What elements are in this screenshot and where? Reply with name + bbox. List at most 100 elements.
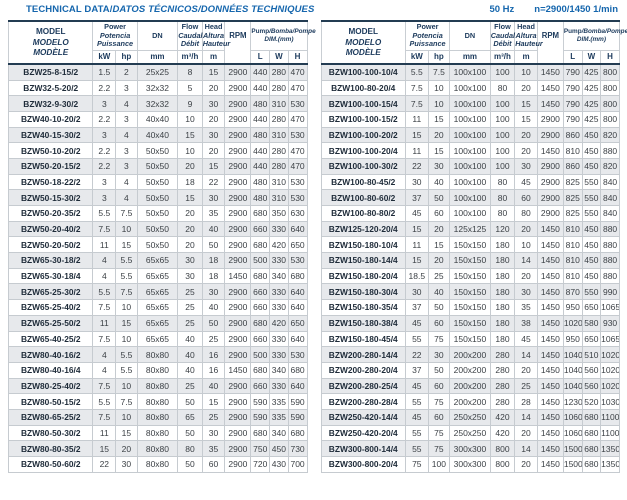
data-cell: 300x300 (449, 440, 491, 458)
data-cell: 430 (269, 456, 289, 473)
data-cell: 450 (581, 142, 602, 159)
data-cell: 40 (201, 299, 226, 316)
data-cell: 35 (201, 205, 226, 222)
data-cell: 20 (427, 252, 451, 269)
data-cell: 11 (92, 424, 117, 442)
data-cell: 1020 (600, 346, 620, 363)
model-cell: BZW65-25-30/2 (7, 283, 94, 301)
data-cell: 37 (404, 299, 429, 316)
data-cell: 800 (489, 456, 516, 473)
table-row: BZW80-80-35/2 15 20 80x80 80 35 2900 750 450 730 (7, 440, 308, 458)
data-cell: 10 (514, 236, 538, 254)
data-cell: 1020 (600, 377, 620, 395)
data-cell: 2900 (224, 283, 252, 301)
data-cell: 80 (489, 205, 516, 222)
data-cell: 25 (177, 283, 203, 301)
data-cell: 650 (287, 236, 308, 254)
model-cell: BZW80-40-16/2 (7, 346, 94, 363)
data-cell: 1450 (224, 267, 252, 285)
data-cell: 15 (177, 126, 203, 144)
data-cell: 280 (269, 157, 289, 175)
data-cell: 1100 (600, 408, 620, 426)
data-cell: 790 (562, 110, 583, 128)
data-cell: 60 (201, 456, 226, 473)
data-cell: 790 (562, 79, 583, 97)
unit-dim-l: L (250, 50, 271, 65)
data-cell: 50 (177, 456, 203, 473)
data-cell: 470 (287, 157, 308, 175)
data-cell: 16 (201, 361, 226, 379)
model-cell: BZW125-120-20/4 (320, 220, 406, 238)
model-cell: BZW200-280-20/4 (320, 361, 406, 379)
data-cell: 7.5 (115, 283, 138, 301)
data-cell: 5.5 (115, 361, 138, 379)
data-cell: 640 (287, 377, 308, 395)
unit-dim-h: H (600, 50, 620, 65)
unit-dim-w: W (581, 50, 602, 65)
data-cell: 800 (600, 63, 620, 81)
data-cell: 15 (201, 157, 226, 175)
data-cell: 480 (250, 173, 271, 191)
data-cell: 15 (404, 126, 429, 144)
power-label-fr: Puissance (409, 39, 446, 49)
data-cell: 4 (115, 95, 138, 112)
table-row: BZW100-100-20/4 11 15 100x100 100 20 1450 810 45… (320, 142, 620, 159)
data-cell: 50 (201, 236, 226, 254)
table-row: BZW250-420-14/4 45 60 250x250 420 14 1450 1060 6… (320, 408, 620, 426)
table-row: BZW100-100-20/2 15 20 100x100 100 20 2900 860 45… (320, 126, 620, 144)
data-cell: 280 (269, 142, 289, 159)
data-cell: 1450 (536, 63, 564, 81)
data-cell: 530 (287, 95, 308, 112)
data-cell: 15 (115, 424, 138, 442)
col-flow: Flow Caudal Débit (177, 21, 203, 51)
data-cell: 790 (562, 95, 583, 112)
data-cell: 425 (581, 110, 602, 128)
data-cell: 2900 (224, 424, 252, 442)
data-cell: 2900 (224, 189, 252, 207)
data-cell: 10 (115, 377, 138, 395)
data-cell: 14 (514, 408, 538, 426)
table-row: BZW100-100-10/4 5.5 7.5 100x100 100 10 1450 790… (320, 63, 620, 81)
data-cell: 425 (581, 79, 602, 97)
data-cell: 80x80 (136, 440, 179, 458)
data-cell: 65 (177, 408, 203, 426)
data-cell: 80 (514, 205, 538, 222)
data-cell: 1450 (536, 330, 564, 348)
data-cell: 650 (581, 299, 602, 316)
model-cell: BZW100-80-45/2 (320, 173, 406, 191)
power-label-es: Potencia (99, 30, 131, 40)
data-cell: 80x80 (136, 361, 179, 379)
data-cell: 7.5 (404, 79, 429, 97)
data-cell: 860 (562, 126, 583, 144)
data-cell: 530 (287, 173, 308, 191)
data-cell: 880 (600, 236, 620, 254)
data-cell: 450 (581, 267, 602, 285)
data-cell: 4 (115, 189, 138, 207)
data-cell: 810 (562, 220, 583, 238)
data-cell: 1040 (562, 377, 583, 395)
data-cell: 3 (115, 79, 138, 97)
data-cell: 15 (115, 314, 138, 332)
table-row: BZW50-15-30/2 3 4 50x50 15 30 2900 480 310 530 (7, 189, 308, 207)
data-cell: 20 (177, 205, 203, 222)
table-row: BZW100-80-20/4 7.5 10 100x100 80 20 1450 790 425… (320, 79, 620, 97)
unit-head-m: m (514, 50, 538, 65)
table-row: BZW32-9-30/2 3 4 32x32 9 30 2900 480 310 530 (7, 95, 308, 112)
data-cell: 990 (600, 283, 620, 301)
model-cell: BZW100-100-30/2 (320, 157, 406, 175)
data-cell: 1450 (536, 361, 564, 379)
head-label-es: Altura (515, 30, 537, 40)
data-cell: 55 (404, 440, 429, 458)
model-cell: BZW65-30-18/4 (7, 267, 94, 285)
data-cell: 420 (489, 424, 516, 442)
table-row: BZW300-800-20/4 75 100 300x300 800 20 1450 1500… (320, 456, 620, 473)
table-row: BZW150-180-38/4 45 60 150x150 180 38 1450 1020 5… (320, 314, 620, 332)
model-label-en: MODEL (35, 27, 66, 37)
title-bar: TECHNICAL DATA/DATOS TÉCNICOS/DONNÉES TE… (8, 3, 620, 20)
data-cell: 15 (427, 236, 451, 254)
data-cell: 7.5 (115, 205, 138, 222)
data-cell: 580 (581, 314, 602, 332)
model-cell: BZW50-18-22/2 (7, 173, 94, 191)
data-cell: 100x100 (449, 63, 491, 81)
model-cell: BZW100-100-15/4 (320, 95, 406, 112)
